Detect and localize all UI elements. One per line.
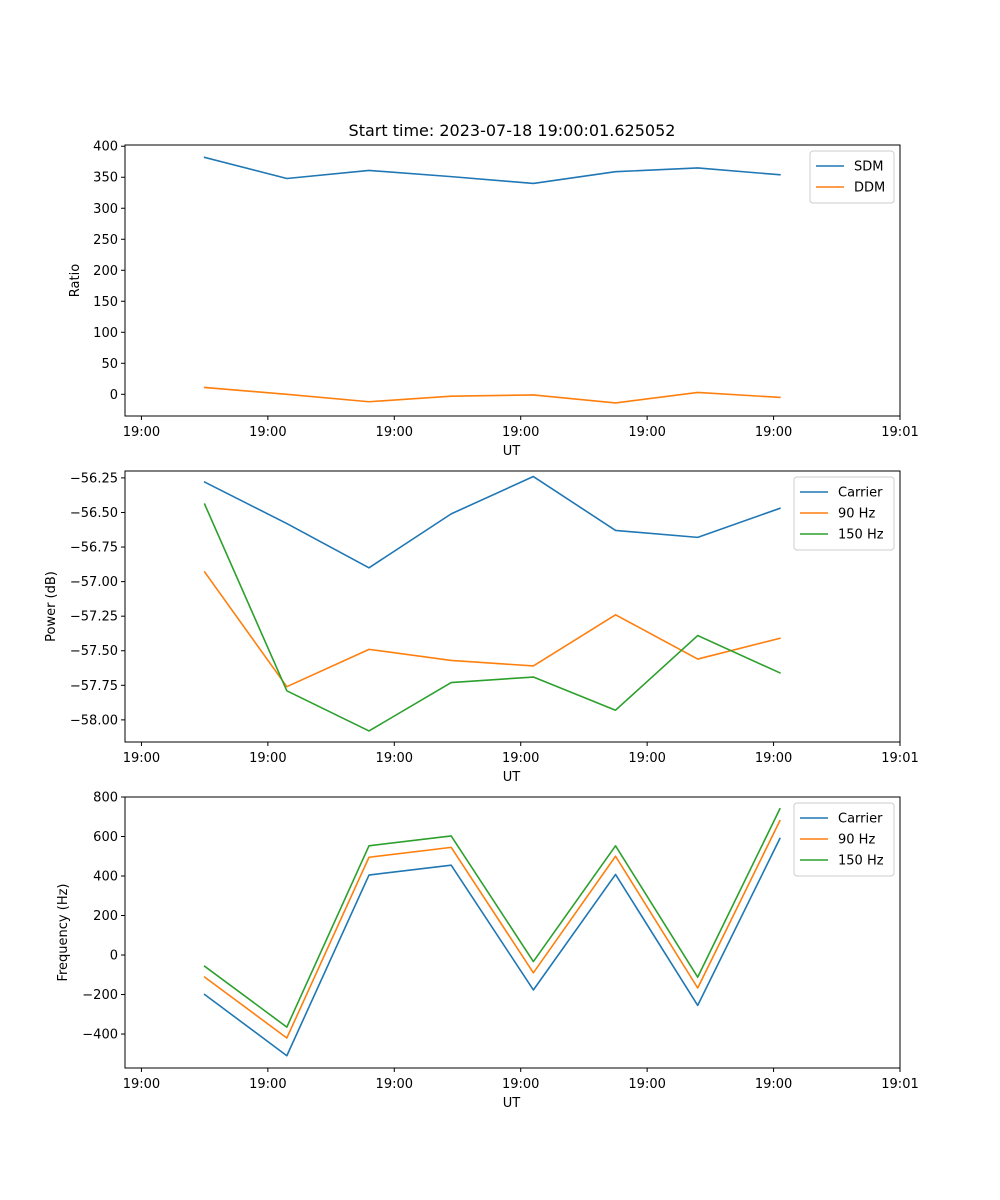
y-tick-label: 300: [93, 202, 118, 217]
y-tick-label: 400: [93, 870, 118, 885]
frequency-chart: 19:00 19:00 19:00 19:00 19:00 19:00 19:01 −400 −…: [56, 791, 919, 1112]
y-tick-label: −56.50: [70, 506, 118, 521]
x-tick-label: 19:00: [502, 425, 539, 440]
legend-label: Carrier: [838, 486, 883, 501]
legend-label: DDM: [854, 181, 885, 196]
y-tick-label: 150: [93, 295, 118, 310]
series-line-90-hz: [203, 819, 781, 1039]
y-tick-label: 100: [93, 326, 118, 341]
y-tick-label: −400: [82, 1028, 118, 1043]
legend-label: 90 Hz: [838, 833, 875, 848]
legend-label: Carrier: [838, 812, 883, 827]
x-tick-label: 19:00: [628, 751, 665, 766]
y-tick-label: 0: [110, 388, 118, 403]
y-tick-label: −58.00: [70, 713, 118, 728]
x-axis-label: UT: [503, 1096, 521, 1111]
y-tick-label: −57.50: [70, 644, 118, 659]
x-tick-label: 19:00: [502, 751, 539, 766]
y-tick-label: 350: [93, 171, 118, 186]
x-tick-label: 19:00: [376, 751, 413, 766]
y-tick-label: 200: [93, 909, 118, 924]
axes-frame: [124, 144, 901, 417]
y-axis-label: Frequency (Hz): [56, 883, 71, 981]
power-chart: 19:00 19:00 19:00 19:00 19:00 19:00 19:01 −58.0…: [44, 470, 919, 785]
y-tick-label: 200: [93, 264, 118, 279]
axes-frame: [124, 796, 901, 1069]
series-line-90-hz: [203, 570, 781, 688]
legend: SDM DDM: [809, 150, 895, 204]
legend-label: SDM: [854, 160, 883, 175]
x-tick-label: 19:00: [249, 751, 286, 766]
y-tick-label: 50: [101, 357, 118, 372]
x-tick-label: 19:00: [755, 1077, 792, 1092]
y-tick-label: 250: [93, 233, 118, 248]
y-axis-label: Ratio: [68, 264, 83, 297]
legend: Carrier 90 Hz 150 Hz: [793, 802, 895, 877]
y-tick-label: 0: [110, 949, 118, 964]
legend-box: [809, 150, 895, 204]
ratio-chart: 19:00 19:00 19:00 19:00 19:00 19:00 19:01 0 50 10…: [68, 140, 919, 459]
x-tick-label: 19:00: [628, 1077, 665, 1092]
y-tick-label: −56.25: [70, 471, 118, 486]
legend-label: 150 Hz: [838, 528, 884, 543]
axes-frame: [124, 470, 901, 743]
y-tick-label: 800: [93, 791, 118, 806]
legend: Carrier 90 Hz 150 Hz: [793, 476, 895, 551]
figure-title: Start time: 2023-07-18 19:00:01.625052: [349, 121, 676, 140]
x-tick-label: 19:00: [502, 1077, 539, 1092]
y-tick-label: −57.75: [70, 679, 118, 694]
x-tick-label: 19:00: [376, 425, 413, 440]
x-axis-label: UT: [503, 444, 521, 459]
x-tick-label: 19:00: [249, 1077, 286, 1092]
x-tick-label: 19:00: [123, 751, 160, 766]
x-tick-label: 19:01: [881, 425, 918, 440]
x-tick-label: 19:01: [881, 1077, 918, 1092]
x-tick-label: 19:00: [123, 1077, 160, 1092]
y-tick-label: 400: [93, 140, 118, 155]
x-tick-label: 19:00: [376, 1077, 413, 1092]
legend-box: [793, 802, 895, 877]
x-axis-label: UT: [503, 770, 521, 785]
series-line-ddm: [203, 386, 781, 404]
y-tick-label: −56.75: [70, 541, 118, 556]
y-tick-label: −57.25: [70, 610, 118, 625]
legend-label: 150 Hz: [838, 854, 884, 869]
x-tick-label: 19:00: [755, 751, 792, 766]
x-tick-label: 19:01: [881, 751, 918, 766]
series-line-150-hz: [203, 807, 781, 1028]
y-tick-label: 600: [93, 830, 118, 845]
y-axis-label: Power (dB): [44, 571, 59, 642]
series-line-150-hz: [203, 503, 781, 732]
legend-box: [793, 476, 895, 551]
x-tick-label: 19:00: [249, 425, 286, 440]
series-line-carrier: [203, 837, 781, 1057]
x-tick-label: 19:00: [755, 425, 792, 440]
legend-label: 90 Hz: [838, 507, 875, 522]
series-line-carrier: [203, 475, 781, 569]
x-tick-label: 19:00: [123, 425, 160, 440]
series-line-sdm: [203, 156, 781, 185]
x-tick-label: 19:00: [628, 425, 665, 440]
y-tick-label: −57.00: [70, 575, 118, 590]
y-tick-label: −200: [82, 988, 118, 1003]
